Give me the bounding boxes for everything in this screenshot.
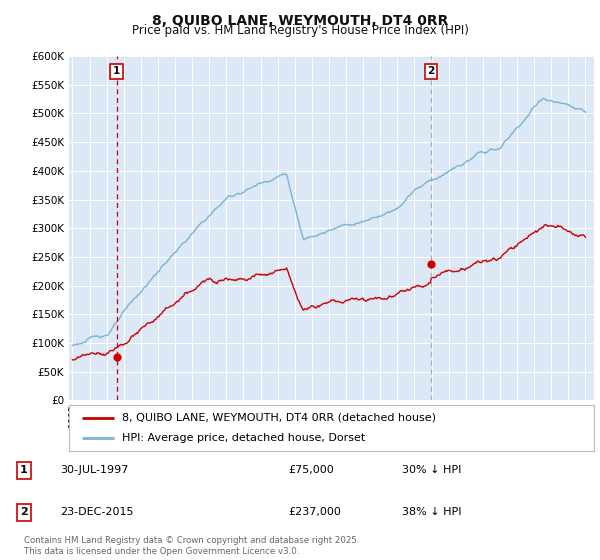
Text: 23-DEC-2015: 23-DEC-2015 — [60, 507, 133, 517]
Text: 8, QUIBO LANE, WEYMOUTH, DT4 0RR: 8, QUIBO LANE, WEYMOUTH, DT4 0RR — [152, 14, 448, 28]
Text: Contains HM Land Registry data © Crown copyright and database right 2025.
This d: Contains HM Land Registry data © Crown c… — [24, 536, 359, 556]
Text: 1: 1 — [20, 465, 28, 475]
Text: HPI: Average price, detached house, Dorset: HPI: Average price, detached house, Dors… — [121, 433, 365, 443]
Text: Price paid vs. HM Land Registry's House Price Index (HPI): Price paid vs. HM Land Registry's House … — [131, 24, 469, 37]
Text: 38% ↓ HPI: 38% ↓ HPI — [402, 507, 461, 517]
Point — [112, 353, 121, 362]
Text: 2: 2 — [427, 66, 434, 76]
Text: £75,000: £75,000 — [288, 465, 334, 475]
Text: 2: 2 — [20, 507, 28, 517]
Text: 30% ↓ HPI: 30% ↓ HPI — [402, 465, 461, 475]
Text: 30-JUL-1997: 30-JUL-1997 — [60, 465, 128, 475]
Text: £237,000: £237,000 — [288, 507, 341, 517]
Point — [426, 260, 436, 269]
Text: 8, QUIBO LANE, WEYMOUTH, DT4 0RR (detached house): 8, QUIBO LANE, WEYMOUTH, DT4 0RR (detach… — [121, 413, 436, 423]
Text: 1: 1 — [113, 66, 120, 76]
